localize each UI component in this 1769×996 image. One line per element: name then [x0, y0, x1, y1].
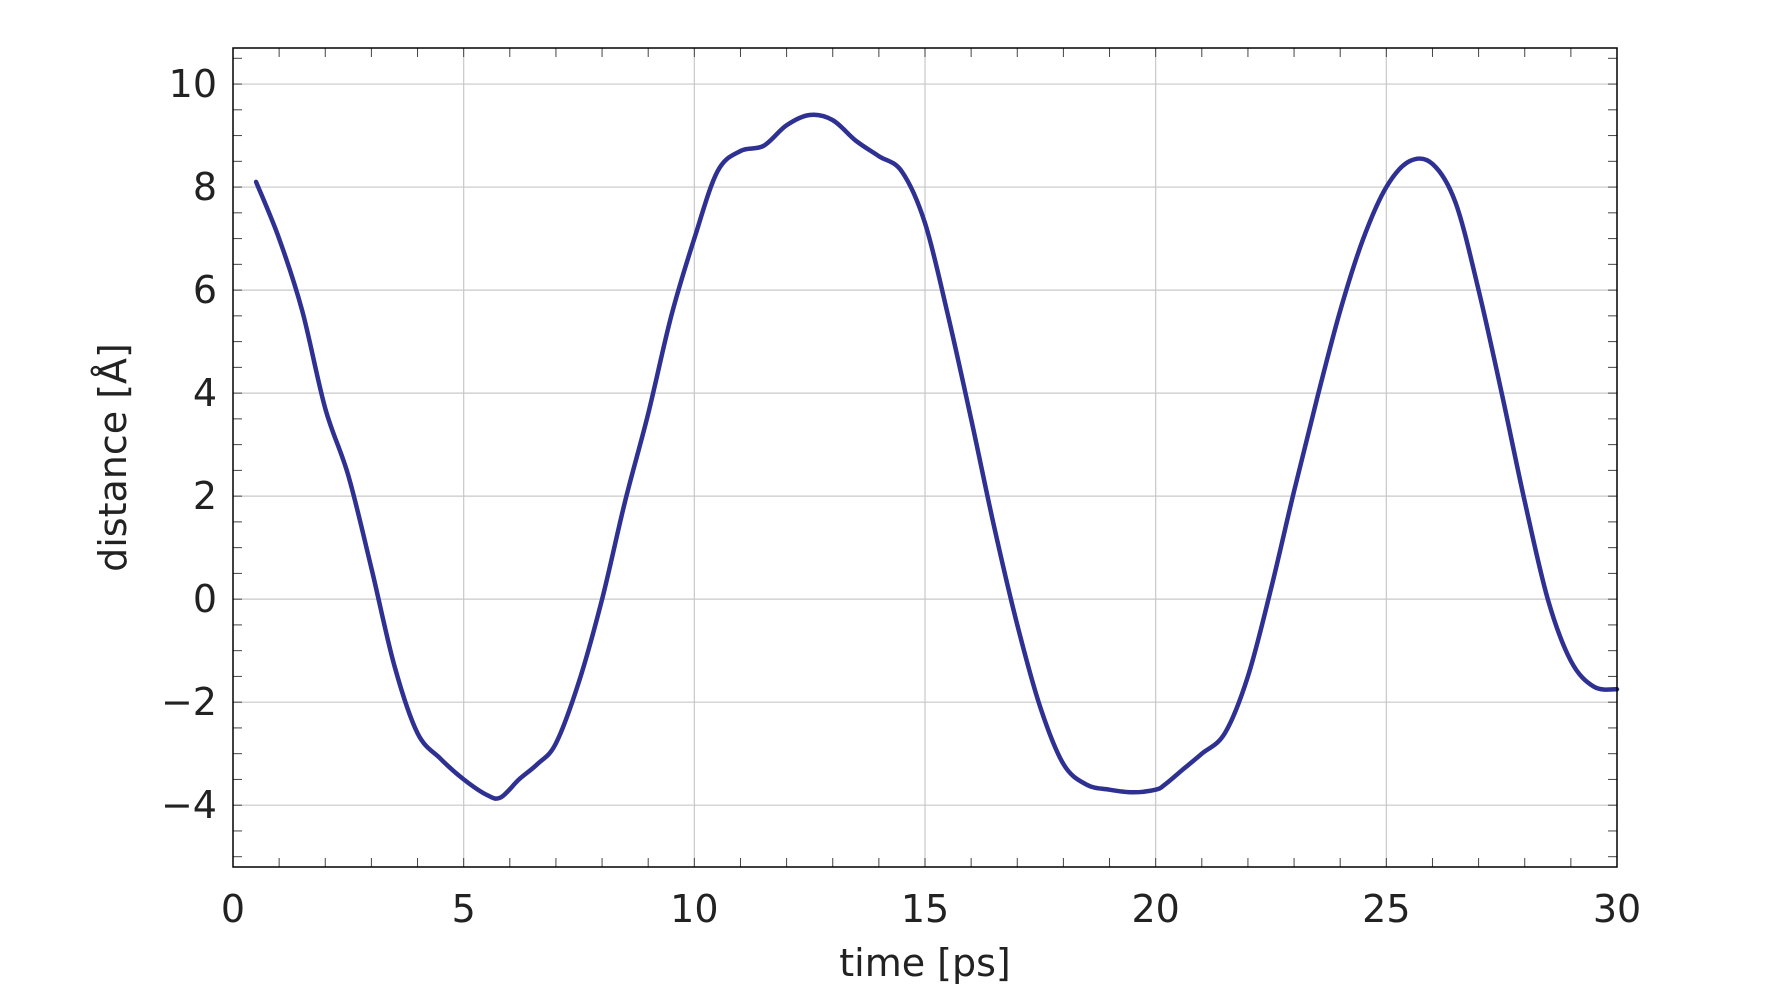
series-line — [253, 112, 1620, 801]
x-tick-label: 5 — [452, 887, 476, 931]
y-tick-label: −4 — [161, 783, 217, 827]
y-tick-label: −2 — [161, 680, 217, 724]
plot-frame — [232, 47, 1618, 868]
y-tick-label: 0 — [193, 577, 217, 621]
y-axis-title: distance [Å] — [91, 343, 135, 572]
x-tick-label: 10 — [670, 887, 718, 931]
series-layer — [253, 112, 1620, 801]
x-tick-label: 25 — [1362, 887, 1410, 931]
grid-lines — [233, 48, 1617, 867]
x-tick-labels: 0 5 10 15 20 25 30 — [221, 887, 1641, 931]
x-tick-label: 15 — [901, 887, 949, 931]
x-tick-label: 0 — [221, 887, 245, 931]
x-tick-label: 20 — [1131, 887, 1179, 931]
x-tick-label: 30 — [1593, 887, 1641, 931]
y-tick-label: 8 — [193, 165, 217, 209]
y-tick-labels: −4 −2 0 2 4 6 8 10 — [161, 62, 217, 827]
y-tick-label: 2 — [193, 474, 217, 518]
y-tick-label: 4 — [193, 371, 217, 415]
y-tick-label: 10 — [169, 62, 217, 106]
x-axis-title: time [ps] — [839, 941, 1011, 985]
y-tick-label: 6 — [193, 268, 217, 312]
